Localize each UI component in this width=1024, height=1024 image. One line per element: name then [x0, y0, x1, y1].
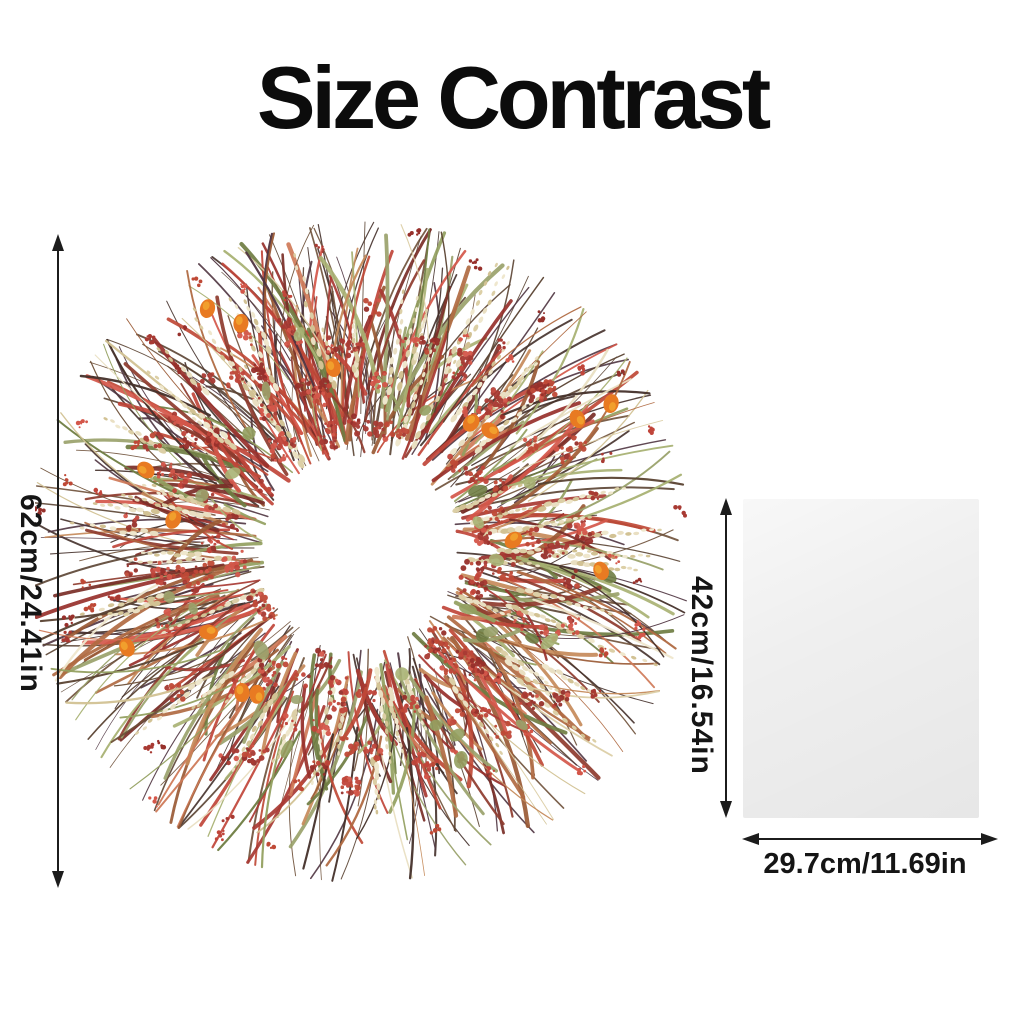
arrow-line — [748, 838, 992, 840]
page-title: Size Contrast — [256, 48, 771, 147]
wreath-image — [35, 221, 687, 882]
paper-width-label: 29.7cm/11.69in — [763, 848, 967, 880]
paper-sheet — [743, 499, 979, 818]
paper-height-arrow — [719, 498, 733, 818]
wreath-height-label: 62cm/24.41in — [14, 494, 47, 693]
paper-width-arrow — [742, 832, 998, 846]
wreath-height-arrow — [51, 234, 65, 888]
paper-height-label: 42cm/16.54in — [685, 576, 718, 775]
arrow-line — [725, 504, 727, 812]
arrow-line — [57, 240, 59, 882]
